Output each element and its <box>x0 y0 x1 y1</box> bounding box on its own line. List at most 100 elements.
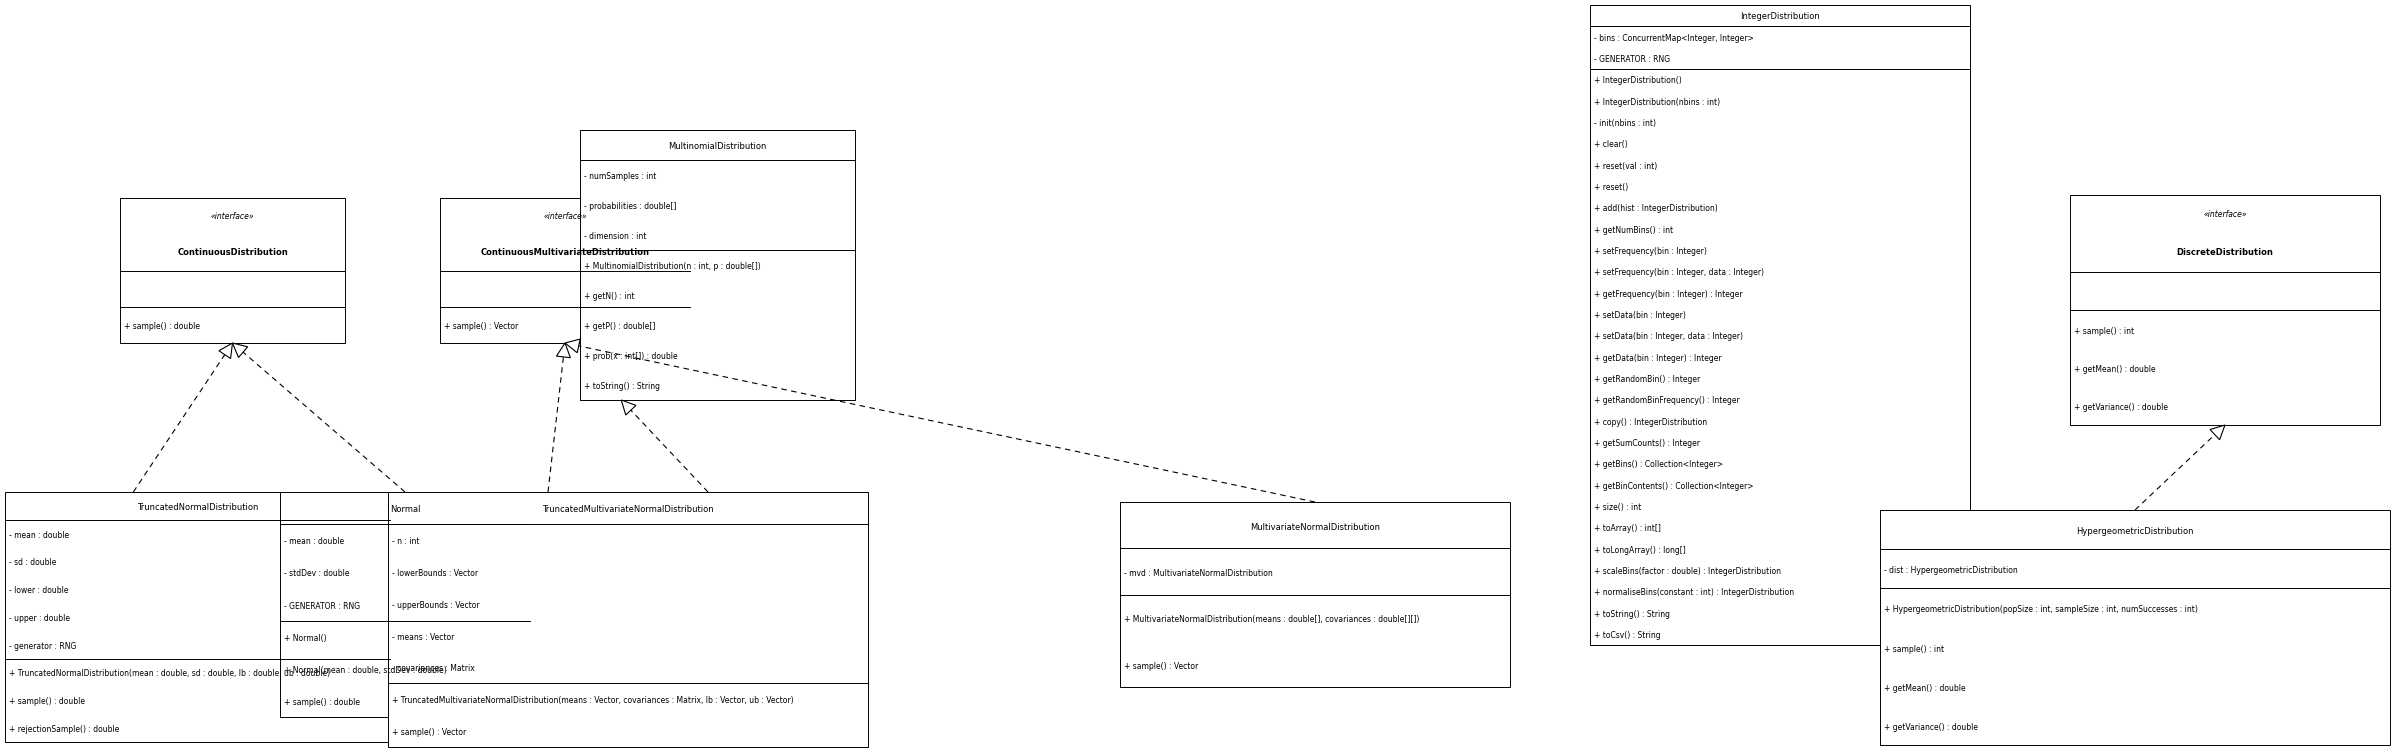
Bar <box>1879 510 2390 745</box>
Text: IntegerDistribution: IntegerDistribution <box>1740 12 1819 21</box>
Text: + setFrequency(bin : Integer): + setFrequency(bin : Integer) <box>1594 247 1707 256</box>
Text: - upperBounds : Vector: - upperBounds : Vector <box>393 601 479 610</box>
Text: TruncatedMultivariateNormalDistribution: TruncatedMultivariateNormalDistribution <box>542 505 714 514</box>
Text: + clear(): + clear() <box>1594 140 1628 149</box>
Text: + HypergeometricDistribution(popSize : int, sampleSize : int, numSuccesses : int: + HypergeometricDistribution(popSize : i… <box>1884 605 2198 614</box>
Text: + getRandomBin() : Integer: + getRandomBin() : Integer <box>1594 375 1699 384</box>
Text: + copy() : IntegerDistribution: + copy() : IntegerDistribution <box>1594 417 1707 426</box>
Text: + setData(bin : Integer): + setData(bin : Integer) <box>1594 311 1685 320</box>
Text: + getBins() : Collection<Integer>: + getBins() : Collection<Integer> <box>1594 460 1723 469</box>
Text: + getMean() : double: + getMean() : double <box>1884 684 1966 693</box>
Text: + toLongArray() : long[]: + toLongArray() : long[] <box>1594 545 1685 554</box>
Text: + getVariance() : double: + getVariance() : double <box>1884 723 1978 732</box>
Text: + reset(val : int): + reset(val : int) <box>1594 162 1656 171</box>
Text: + getBinContents() : Collection<Integer>: + getBinContents() : Collection<Integer> <box>1594 481 1755 490</box>
Bar <box>388 492 868 747</box>
Text: + TruncatedMultivariateNormalDistribution(means : Vector, covariances : Matrix, : + TruncatedMultivariateNormalDistributio… <box>393 696 793 705</box>
Bar <box>580 130 856 400</box>
Polygon shape <box>218 343 233 359</box>
Text: + getFrequency(bin : Integer) : Integer: + getFrequency(bin : Integer) : Integer <box>1594 290 1743 299</box>
Text: + sample() : int: + sample() : int <box>1884 644 1944 653</box>
Text: + getRandomBinFrequency() : Integer: + getRandomBinFrequency() : Integer <box>1594 396 1740 405</box>
Text: + getVariance() : double: + getVariance() : double <box>2073 403 2167 412</box>
Text: DiscreteDistribution: DiscreteDistribution <box>2176 248 2272 257</box>
Text: + scaleBins(factor : double) : IntegerDistribution: + scaleBins(factor : double) : IntegerDi… <box>1594 567 1781 576</box>
Text: ContinuousMultivariateDistribution: ContinuousMultivariateDistribution <box>479 248 650 257</box>
Text: - dist : HypergeometricDistribution: - dist : HypergeometricDistribution <box>1884 566 2018 575</box>
Text: + Normal(): + Normal() <box>283 634 326 643</box>
Text: - generator : RNG: - generator : RNG <box>10 641 77 650</box>
Text: + prob(x : int[]) : double: + prob(x : int[]) : double <box>585 352 678 361</box>
Text: + sample() : Vector: + sample() : Vector <box>1124 662 1198 671</box>
Text: - dimension : int: - dimension : int <box>585 232 647 241</box>
Text: MultivariateNormalDistribution: MultivariateNormalDistribution <box>1249 523 1381 532</box>
Polygon shape <box>556 343 570 358</box>
Text: - sd : double: - sd : double <box>10 558 58 567</box>
Text: + MultinomialDistribution(n : int, p : double[]): + MultinomialDistribution(n : int, p : d… <box>585 262 760 271</box>
Text: + normaliseBins(constant : int) : IntegerDistribution: + normaliseBins(constant : int) : Intege… <box>1594 588 1793 597</box>
Text: + sample() : double: + sample() : double <box>10 697 84 706</box>
Text: + toString() : String: + toString() : String <box>1594 610 1671 619</box>
Text: ContinuousDistribution: ContinuousDistribution <box>177 248 288 257</box>
Text: - mean : double: - mean : double <box>10 531 70 539</box>
Bar <box>441 198 690 343</box>
Text: - GENERATOR : RNG: - GENERATOR : RNG <box>283 602 360 611</box>
Text: + rejectionSample() : double: + rejectionSample() : double <box>10 725 120 734</box>
Polygon shape <box>566 339 580 353</box>
Text: «interface»: «interface» <box>211 211 254 220</box>
Bar <box>2071 195 2380 425</box>
Text: + size() : int: + size() : int <box>1594 503 1642 512</box>
Text: - upper : double: - upper : double <box>10 614 70 623</box>
Text: + setData(bin : Integer, data : Integer): + setData(bin : Integer, data : Integer) <box>1594 332 1743 341</box>
Text: + sample() : Vector: + sample() : Vector <box>443 322 518 331</box>
Bar <box>280 492 530 717</box>
Text: «interface»: «interface» <box>544 211 587 220</box>
Text: + TruncatedNormalDistribution(mean : double, sd : double, lb : double, ub : doub: + TruncatedNormalDistribution(mean : dou… <box>10 669 331 678</box>
Text: + getNumBins() : int: + getNumBins() : int <box>1594 226 1673 235</box>
Text: + getSumCounts() : Integer: + getSumCounts() : Integer <box>1594 439 1699 448</box>
Text: - lowerBounds : Vector: - lowerBounds : Vector <box>393 569 477 578</box>
Text: «interface»: «interface» <box>2203 210 2246 219</box>
Text: - n : int: - n : int <box>393 537 419 546</box>
Text: + sample() : int: + sample() : int <box>2073 326 2133 335</box>
Text: - init(nbins : int): - init(nbins : int) <box>1594 119 1656 128</box>
Polygon shape <box>2210 425 2224 440</box>
Text: + add(hist : IntegerDistribution): + add(hist : IntegerDistribution) <box>1594 205 1719 214</box>
Text: Normal: Normal <box>391 505 419 514</box>
Text: + toCsv() : String: + toCsv() : String <box>1594 631 1661 640</box>
Text: + sample() : double: + sample() : double <box>125 322 199 331</box>
Text: + getN() : int: + getN() : int <box>585 292 635 301</box>
Text: - lower : double: - lower : double <box>10 586 70 595</box>
Bar <box>1119 502 1510 687</box>
Text: + reset(): + reset() <box>1594 183 1628 192</box>
Bar <box>1589 5 1970 645</box>
Text: - GENERATOR : RNG: - GENERATOR : RNG <box>1594 55 1671 64</box>
Text: - means : Vector: - means : Vector <box>393 632 455 641</box>
Text: TruncatedNormalDistribution: TruncatedNormalDistribution <box>137 503 259 512</box>
Text: + IntegerDistribution(): + IntegerDistribution() <box>1594 76 1683 85</box>
Text: - mvd : MultivariateNormalDistribution: - mvd : MultivariateNormalDistribution <box>1124 569 1273 578</box>
Text: + toString() : String: + toString() : String <box>585 382 659 391</box>
Text: + MultivariateNormalDistribution(means : double[], covariances : double[][]): + MultivariateNormalDistribution(means :… <box>1124 615 1419 624</box>
Text: - mean : double: - mean : double <box>283 538 345 546</box>
Text: - bins : ConcurrentMap<Integer, Integer>: - bins : ConcurrentMap<Integer, Integer> <box>1594 34 1755 43</box>
Text: - probabilities : double[]: - probabilities : double[] <box>585 202 676 211</box>
Text: + getP() : double[]: + getP() : double[] <box>585 322 654 331</box>
Polygon shape <box>621 400 635 415</box>
Text: + setFrequency(bin : Integer, data : Integer): + setFrequency(bin : Integer, data : Int… <box>1594 268 1764 277</box>
Bar <box>5 492 391 742</box>
Text: MultinomialDistribution: MultinomialDistribution <box>669 142 767 151</box>
Text: - stdDev : double: - stdDev : double <box>283 569 350 578</box>
Text: + sample() : double: + sample() : double <box>283 698 360 707</box>
Text: HypergeometricDistribution: HypergeometricDistribution <box>2076 527 2193 536</box>
Text: + IntegerDistribution(nbins : int): + IntegerDistribution(nbins : int) <box>1594 98 1721 107</box>
Text: + getData(bin : Integer) : Integer: + getData(bin : Integer) : Integer <box>1594 353 1721 362</box>
Text: + sample() : Vector: + sample() : Vector <box>393 728 467 737</box>
Bar <box>120 198 345 343</box>
Text: + getMean() : double: + getMean() : double <box>2073 365 2155 374</box>
Text: - numSamples : int: - numSamples : int <box>585 172 657 181</box>
Text: - covariances : Matrix: - covariances : Matrix <box>393 665 475 673</box>
Text: + Normal(mean : double, stdDev : double): + Normal(mean : double, stdDev : double) <box>283 666 446 675</box>
Polygon shape <box>233 343 247 357</box>
Text: + toArray() : int[]: + toArray() : int[] <box>1594 524 1661 533</box>
